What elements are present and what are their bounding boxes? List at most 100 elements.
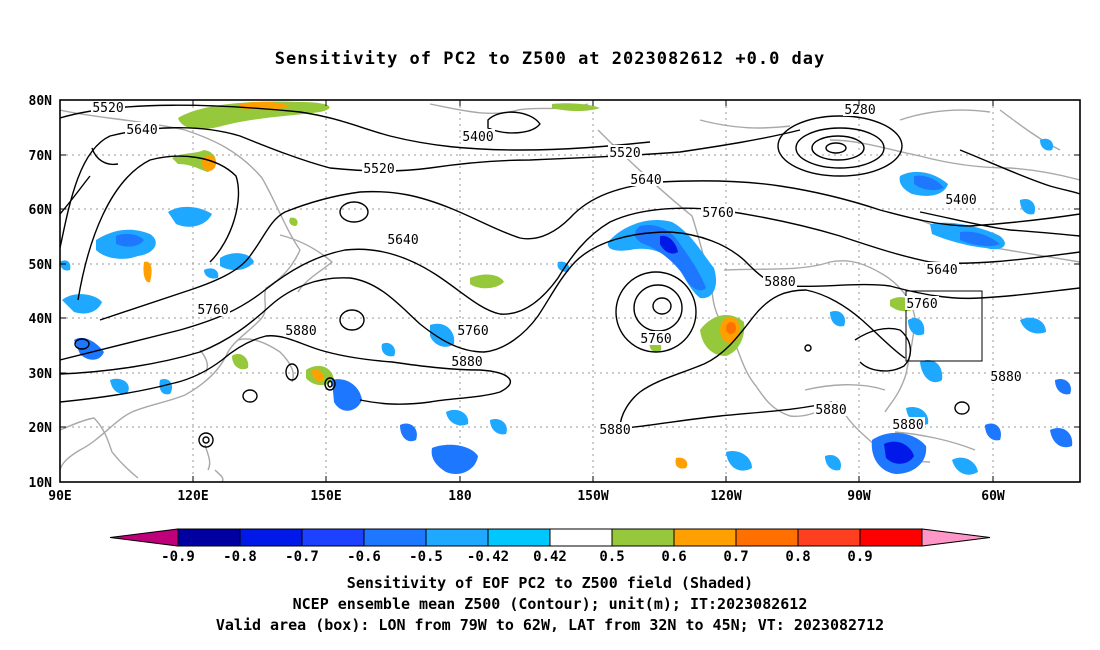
contour-label: 5640 [387, 233, 418, 248]
contour-label-bg [843, 102, 877, 116]
colorbar-segment [363, 528, 427, 547]
colorbar-segment [239, 528, 303, 547]
contour-label: 5520 [609, 146, 640, 161]
contour-label: 5640 [126, 123, 157, 138]
valid-area-box [905, 290, 983, 362]
contour-label-bg [905, 296, 939, 310]
contour-label-bg [763, 274, 797, 288]
map-frame [59, 99, 1081, 483]
contour-label-bg [362, 161, 396, 175]
colorbar-segment [301, 528, 365, 547]
caption-line-3: Valid area (box): LON from 79W to 62W, L… [215, 616, 885, 634]
contour-label-bg [196, 302, 230, 316]
z500-contours [60, 104, 1080, 448]
sensitivity-shading [60, 101, 1073, 475]
colorbar-label: -0.6 [347, 549, 381, 565]
longitude-labels: 90E 120E 150E 180 150W 120W 90W 60W [48, 489, 1005, 504]
lat-label: 40N [29, 312, 53, 327]
contour-label-bg [944, 192, 978, 206]
colorbar-segment [735, 528, 799, 547]
latitude-labels: 80N 70N 60N 50N 40N 30N 20N 10N [29, 94, 53, 491]
contour-label: 5880 [990, 370, 1021, 385]
contour-label-bg [629, 172, 663, 186]
colorbar-label: 0.9 [847, 549, 872, 565]
colorbar-segment [487, 528, 551, 547]
contour-label: 5280 [844, 103, 875, 118]
contour-label-bg [284, 323, 318, 337]
contour-label: 5400 [462, 130, 493, 145]
figure-caption: Sensitivity of EOF PC2 to Z500 field (Sh… [0, 573, 1100, 636]
lat-label: 70N [29, 149, 53, 164]
colorbar: -0.9 -0.8 -0.7 -0.6 -0.5 -0.42 0.42 0.5 0.6 0.7 0.… [109, 528, 991, 565]
lat-label: 20N [29, 421, 53, 436]
lat-label: 60N [29, 203, 53, 218]
lon-label: 60W [981, 489, 1005, 504]
colorbar-label: -0.8 [223, 549, 257, 565]
lat-label: 30N [29, 367, 53, 382]
colorbar-label: 0.8 [785, 549, 810, 565]
colorbar-segment [549, 528, 613, 547]
contour-label-bg [461, 129, 495, 143]
colorbar-label: 0.42 [533, 549, 567, 565]
contour-label-bg [91, 100, 125, 114]
lon-label: 120W [710, 489, 741, 504]
contour-label-bg [989, 369, 1023, 383]
colorbar-label: -0.42 [467, 549, 509, 565]
colorbar-label: 0.6 [661, 549, 686, 565]
contour-label: 5760 [906, 297, 937, 312]
colorbar-low-triangle [109, 528, 179, 547]
lon-label: 90W [847, 489, 871, 504]
contour-label-bg [814, 402, 848, 416]
contour-label-bg [925, 262, 959, 276]
contour-label: 5880 [599, 423, 630, 438]
colorbar-label: -0.9 [161, 549, 195, 565]
contour-label: 5760 [640, 332, 671, 347]
colorbar-label: 0.5 [599, 549, 624, 565]
lat-label: 50N [29, 258, 53, 273]
lon-label: 150E [310, 489, 341, 504]
lon-label: 120E [177, 489, 208, 504]
contour-label-bg [456, 323, 490, 337]
contour-label: 5400 [945, 193, 976, 208]
colorbar-segment [177, 528, 241, 547]
contour-label: 5880 [285, 324, 316, 339]
colorbar-segment [673, 528, 737, 547]
colorbar-label: 0.7 [723, 549, 748, 565]
contour-label-bg [125, 122, 159, 136]
caption-line-1: Sensitivity of EOF PC2 to Z500 field (Sh… [346, 574, 754, 592]
colorbar-segment [611, 528, 675, 547]
contour-label: 5520 [92, 101, 123, 116]
contour-label: 5760 [197, 303, 228, 318]
contour-label-bg [891, 417, 925, 431]
contour-label-bg [598, 422, 632, 436]
axis-ticks [59, 99, 1080, 483]
contour-label-bg [639, 331, 673, 345]
lat-label: 10N [29, 476, 53, 491]
contour-label: 5880 [892, 418, 923, 433]
lon-label: 150W [577, 489, 608, 504]
contour-label: 5760 [702, 206, 733, 221]
contour-label: 5640 [630, 173, 661, 188]
colorbar-segment [425, 528, 489, 547]
contour-label-bg [386, 232, 420, 246]
lat-label: 80N [29, 94, 53, 109]
lon-label: 90E [48, 489, 71, 504]
contour-label-bg [450, 354, 484, 368]
map-title: Sensitivity of PC2 to Z500 at 2023082612… [274, 49, 826, 69]
contour-label: 5880 [764, 275, 795, 290]
colorbar-segment [859, 528, 923, 547]
contour-label-bg [608, 145, 642, 159]
contour-label: 5640 [926, 263, 957, 278]
colorbar-label: -0.5 [409, 549, 443, 565]
colorbar-high-triangle [921, 528, 991, 547]
contour-label: 5880 [815, 403, 846, 418]
contour-label: 5520 [363, 162, 394, 177]
colorbar-segment [797, 528, 861, 547]
contour-label: 5880 [451, 355, 482, 370]
lon-label: 180 [448, 489, 472, 504]
caption-line-2: NCEP ensemble mean Z500 (Contour); unit(… [292, 595, 808, 613]
colorbar-label: -0.7 [285, 549, 319, 565]
contour-label: 5760 [457, 324, 488, 339]
